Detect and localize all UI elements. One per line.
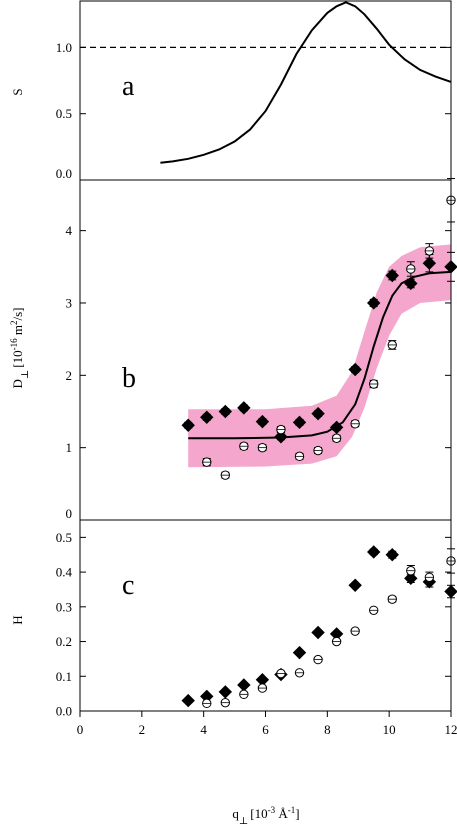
- panel-c-ytick-label: 0.1: [56, 669, 72, 684]
- panel-b-ylabel-sub: ⊥: [20, 370, 31, 379]
- panel-c-ytick-label: 0.0: [56, 704, 72, 719]
- x-axis-label-units-1: [10: [250, 806, 267, 821]
- panel-b-diamond-point: [367, 296, 381, 310]
- panel-b-ylabel-units-1: [10: [10, 350, 25, 367]
- panel-b-ylabel-exp-1: -16: [9, 338, 19, 350]
- x-axis-label-sub: ⊥: [239, 816, 248, 827]
- panel-b-diamond-point: [311, 406, 325, 421]
- panel-c-ytick-label: 0.5: [56, 530, 72, 545]
- panel-a-ytick-label: 0.0: [56, 166, 72, 181]
- x-axis-label-main: q: [232, 806, 239, 821]
- panel-a-ytick-label: 0.5: [56, 106, 72, 121]
- panel-c-diamond-point: [311, 625, 325, 640]
- panel-b-diamond-point: [348, 362, 362, 377]
- panel-a-ticks: 0.0 0.5 1.0: [56, 40, 451, 181]
- panel-b-ytick-label: 2: [66, 368, 73, 383]
- panel-b-diamond-point: [237, 401, 251, 415]
- panel-a-plot: [80, 1, 452, 164]
- panel-c-xtick-label: 0: [77, 722, 84, 737]
- panel-b-ylabel-units-2: m: [10, 325, 25, 338]
- panel-a-ylabel: S: [10, 88, 25, 95]
- panel-a: 0.0 0.5 1.0 S a: [10, 0, 452, 181]
- panel-c-ytick-label: 0.3: [56, 599, 72, 614]
- panel-b-ytick-label: 3: [66, 295, 73, 310]
- panel-a-ytick-label: 1.0: [56, 40, 72, 55]
- panel-a-letter: a: [122, 71, 135, 102]
- panel-c-xtick-label: 8: [324, 722, 331, 737]
- panel-b-diamond-point: [218, 404, 233, 419]
- x-axis-label-units-3: ]: [295, 806, 299, 821]
- panel-c-diamond-point: [181, 693, 195, 708]
- panel-b-diamond-point: [292, 415, 307, 430]
- panel-b-ylabel-units-3: /s]: [10, 307, 25, 320]
- panel-b-ylabel: D⊥ [10-16 m2/s]: [9, 307, 31, 388]
- x-axis-label: q⊥ [10-3 Å-1]: [232, 805, 299, 827]
- panel-c-plot: [181, 545, 457, 709]
- panel-c-ylabel: H: [10, 615, 25, 624]
- panel-b-diamond-point: [385, 268, 399, 283]
- panel-a-frame: [79, 0, 452, 181]
- panel-c-diamond-point: [385, 548, 399, 562]
- panel-c-diamond-point: [348, 578, 362, 592]
- panel-c-diamond-point: [237, 678, 251, 692]
- panel-c-xtick-label: 6: [262, 722, 269, 737]
- panel-c-xtick-label: 10: [383, 722, 396, 737]
- panel-b-diamond-point: [274, 430, 288, 444]
- panel-b-diamond-point: [422, 256, 437, 270]
- panel-b-confidence-band: [188, 244, 451, 468]
- x-axis-label-exp-1: -3: [268, 805, 276, 815]
- x-axis-label-units-2: Å: [275, 806, 288, 821]
- panel-b-diamond-point: [181, 418, 195, 432]
- panel-b-ytick-label: 1: [66, 440, 73, 455]
- panel-c-diamond-point: [218, 685, 233, 699]
- x-axis-label-exp-2: -1: [288, 805, 296, 815]
- panel-b-ytick-label: 0: [66, 506, 73, 521]
- panel-b-diamond-point: [255, 414, 270, 429]
- panel-b-diamond-point: [404, 276, 418, 291]
- panel-b-diamond-point: [329, 420, 344, 435]
- panel-c-ytick-label: 0.4: [56, 565, 73, 580]
- panel-a-series-line: [160, 1, 452, 164]
- panel-b-ticks: 0 1 2 3 4: [66, 223, 451, 521]
- panel-c-xtick-label: 12: [445, 722, 457, 737]
- panel-b-plot: [181, 178, 457, 480]
- panel-b-ylabel-main: D: [10, 379, 25, 388]
- panel-b-ytick-label: 4: [66, 223, 73, 238]
- panel-b-diamond-point: [200, 410, 214, 424]
- panel-c-ytick-label: 0.2: [56, 634, 72, 649]
- panel-c-ticks: 0.0 0.1 0.2 0.3 0.4 0.5 0 2 4 6 8 10 12: [56, 530, 457, 737]
- panel-c-diamond-point: [292, 645, 307, 660]
- panel-b-letter: b: [122, 363, 136, 394]
- panel-c-diamond-point: [367, 545, 381, 559]
- panel-b-frame: [79, 179, 452, 521]
- panel-c: 0.0 0.1 0.2 0.3 0.4 0.5 0 2 4 6 8 10 12 H c q⊥ [10-3 …: [10, 519, 457, 827]
- panel-c-xtick-label: 2: [139, 722, 146, 737]
- panel-b-ylabel-exp-2: 2: [9, 320, 19, 325]
- panel-c-letter: c: [122, 570, 134, 601]
- panel-c-xtick-label: 4: [200, 722, 207, 737]
